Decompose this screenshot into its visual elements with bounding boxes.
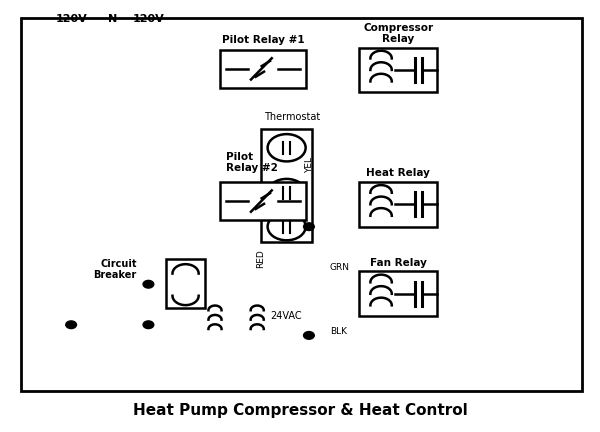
Text: Fan Relay: Fan Relay <box>370 258 427 268</box>
Text: Pilot
Relay #2: Pilot Relay #2 <box>226 152 278 173</box>
Text: N: N <box>108 14 118 24</box>
Text: Pilot Relay #1: Pilot Relay #1 <box>222 35 304 44</box>
Text: Circuit
Breaker: Circuit Breaker <box>93 258 137 280</box>
Circle shape <box>268 134 305 162</box>
Text: Heat Pump Compressor & Heat Control: Heat Pump Compressor & Heat Control <box>133 403 467 418</box>
Circle shape <box>66 321 76 329</box>
Text: GRN: GRN <box>330 263 350 272</box>
Text: 120V: 120V <box>133 14 164 24</box>
Text: Heat Relay: Heat Relay <box>366 168 430 178</box>
Text: 24VAC: 24VAC <box>270 311 302 321</box>
Circle shape <box>304 223 314 231</box>
Bar <box>359 48 437 92</box>
Bar <box>220 182 306 220</box>
Circle shape <box>304 332 314 339</box>
Bar <box>166 259 205 308</box>
Bar <box>359 182 437 227</box>
Text: Thermostat: Thermostat <box>265 112 320 122</box>
Bar <box>220 50 306 88</box>
Text: YEL: YEL <box>305 157 314 173</box>
Circle shape <box>143 321 154 329</box>
Text: RED: RED <box>256 249 265 268</box>
Circle shape <box>268 213 305 240</box>
Bar <box>262 129 312 241</box>
Text: 120V: 120V <box>55 14 87 24</box>
Circle shape <box>143 280 154 288</box>
Text: Compressor
Relay: Compressor Relay <box>363 22 433 44</box>
Circle shape <box>268 179 305 206</box>
Text: BLK: BLK <box>330 327 347 336</box>
Text: WHT: WHT <box>273 203 294 212</box>
Bar <box>20 18 583 391</box>
Bar <box>359 271 437 316</box>
